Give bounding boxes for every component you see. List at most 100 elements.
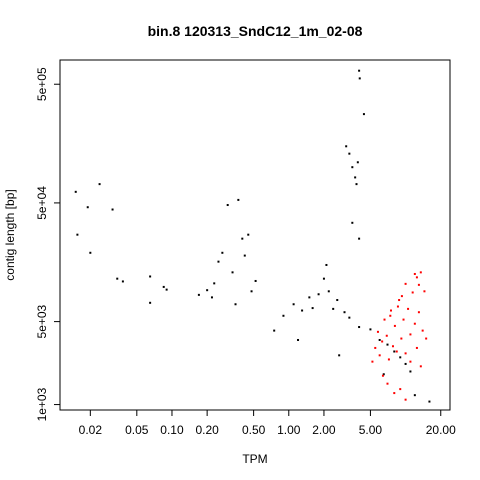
data-point xyxy=(322,277,325,280)
highlight-data-point xyxy=(386,382,389,385)
highlight-data-point xyxy=(421,329,424,332)
data-point xyxy=(241,237,244,240)
data-point xyxy=(358,237,361,240)
highlight-data-point xyxy=(399,388,402,391)
data-point xyxy=(121,280,124,283)
highlight-data-point xyxy=(374,346,377,349)
x-tick-label: 0.10 xyxy=(160,423,184,437)
data-point xyxy=(413,394,416,397)
data-point xyxy=(404,362,407,365)
data-point xyxy=(217,260,220,263)
highlight-data-point xyxy=(409,360,412,363)
x-tick-label: 0.50 xyxy=(242,423,266,437)
data-point xyxy=(74,190,77,193)
data-point xyxy=(250,290,253,293)
x-axis-label: TPM xyxy=(242,452,267,466)
highlight-data-point xyxy=(387,358,390,361)
highlight-data-point xyxy=(391,345,394,348)
highlight-data-point xyxy=(402,318,405,321)
highlight-data-point xyxy=(404,282,407,285)
data-point xyxy=(358,326,361,329)
data-point xyxy=(231,271,234,274)
highlight-data-point xyxy=(383,318,386,321)
y-axis: 1e+03 5e+03 5e+04 5e+05 xyxy=(35,67,61,421)
highlight-data-point xyxy=(393,392,396,395)
data-point xyxy=(86,206,89,209)
data-point xyxy=(378,338,381,341)
plot-box xyxy=(59,59,451,411)
highlight-data-point xyxy=(413,272,416,275)
data-points xyxy=(74,69,431,403)
highlight-data-point xyxy=(415,346,418,349)
x-tick-label: 0.05 xyxy=(125,423,149,437)
data-point xyxy=(351,221,354,224)
highlight-data-point xyxy=(404,398,407,401)
x-tick-label: 2.00 xyxy=(312,423,336,437)
highlight-data-point xyxy=(389,309,392,312)
data-point xyxy=(351,166,354,169)
data-point xyxy=(76,233,79,236)
highlight-data-point xyxy=(423,290,426,293)
data-point xyxy=(345,145,348,148)
data-point xyxy=(297,338,300,341)
highlight-data-point xyxy=(415,276,418,279)
y-tick-label: 5e+04 xyxy=(35,186,49,220)
data-point xyxy=(343,311,346,314)
data-point xyxy=(332,307,335,310)
data-point xyxy=(336,299,339,302)
x-axis: 0.02 0.05 0.10 0.20 0.50 1.00 2.00 5.00 20.00 xyxy=(79,409,456,437)
highlight-data-point xyxy=(413,322,416,325)
data-point xyxy=(213,282,216,285)
data-point xyxy=(399,356,402,359)
data-point xyxy=(111,208,114,211)
data-point xyxy=(197,293,200,296)
highlight-data-point xyxy=(419,271,422,274)
data-point xyxy=(237,198,240,201)
data-point xyxy=(254,279,257,282)
x-tick-label: 1.00 xyxy=(277,423,301,437)
data-point xyxy=(149,275,152,278)
y-axis-label: contig length [bp] xyxy=(3,189,17,280)
data-point xyxy=(354,176,357,179)
data-point xyxy=(308,296,311,299)
data-point xyxy=(386,343,389,346)
highlight-data-point xyxy=(398,299,401,302)
data-point xyxy=(356,161,359,164)
data-point xyxy=(348,152,351,155)
highlight-data-point xyxy=(393,324,396,327)
data-point xyxy=(206,289,209,292)
chart-title: bin.8 120313_SndC12_1m_02-08 xyxy=(148,23,363,39)
highlight-data-point xyxy=(417,283,420,286)
highlight-data-point xyxy=(419,365,422,368)
data-point xyxy=(311,307,314,310)
data-point xyxy=(362,113,365,116)
highlight-data-point xyxy=(404,352,407,355)
data-point xyxy=(301,309,304,312)
x-tick-label: 20.00 xyxy=(426,423,456,437)
highlight-data-point xyxy=(395,350,398,353)
highlight-data-point xyxy=(417,311,420,314)
highlight-data-point xyxy=(389,314,392,317)
data-point xyxy=(165,288,168,291)
data-point xyxy=(382,373,385,376)
data-point xyxy=(162,285,165,288)
data-point xyxy=(355,183,358,186)
data-point xyxy=(369,328,372,331)
highlight-data-point xyxy=(407,307,410,310)
data-point xyxy=(149,301,152,304)
data-point xyxy=(358,77,361,80)
x-tick-label: 0.20 xyxy=(195,423,219,437)
x-tick-label: 5.00 xyxy=(359,423,383,437)
highlight-data-point xyxy=(411,291,414,294)
y-tick-label: 5e+05 xyxy=(35,67,49,101)
highlight-data-point xyxy=(378,354,381,357)
data-point xyxy=(348,316,351,319)
data-point xyxy=(98,183,101,186)
data-point xyxy=(116,277,119,280)
y-tick-label: 5e+03 xyxy=(35,304,49,338)
data-point xyxy=(247,233,250,236)
highlight-data-point xyxy=(376,330,379,333)
highlight-data-point xyxy=(396,305,399,308)
data-point xyxy=(292,303,295,306)
